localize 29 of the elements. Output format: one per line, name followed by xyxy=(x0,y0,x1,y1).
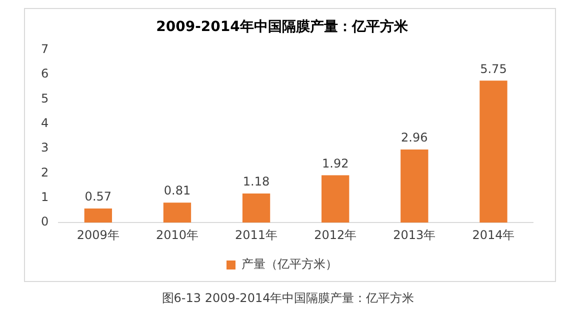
x-tick-label: 2009年 xyxy=(76,228,120,242)
y-tick-label: 6 xyxy=(40,66,49,81)
data-label: 1.92 xyxy=(322,156,349,170)
bar xyxy=(84,208,112,223)
y-tick-label: 4 xyxy=(40,116,49,130)
x-tick-label: 2014年 xyxy=(472,228,515,242)
data-label: 2.96 xyxy=(401,130,428,145)
legend-label: 产量（亿平方米） xyxy=(242,257,338,272)
x-tick-label: 2011年 xyxy=(235,228,278,242)
data-label: 0.81 xyxy=(164,184,191,198)
x-tick-label: 2012年 xyxy=(314,228,357,242)
bar xyxy=(242,193,270,223)
y-tick-label: 1 xyxy=(40,190,49,204)
y-tick-label: 3 xyxy=(40,140,49,155)
chart-title: 2009-2014年中国隔膜产量：亿平方米 xyxy=(156,18,409,36)
data-label: 1.18 xyxy=(242,174,270,189)
x-tick-label: 2013年 xyxy=(393,228,436,242)
y-tick-label: 2 xyxy=(40,165,49,180)
bar xyxy=(163,202,192,223)
data-label: 0.57 xyxy=(84,190,112,204)
x-tick-label: 2010年 xyxy=(156,228,198,242)
y-tick-label: 0 xyxy=(40,214,49,229)
data-label: 5.75 xyxy=(480,62,507,76)
bar xyxy=(480,80,508,223)
bar xyxy=(400,150,428,223)
caption: 图6-13 2009-2014年中国隔膜产量：亿平方米 xyxy=(160,290,416,307)
y-tick-label: 7 xyxy=(40,42,49,56)
bar xyxy=(322,175,350,223)
y-tick-label: 5 xyxy=(40,91,49,106)
